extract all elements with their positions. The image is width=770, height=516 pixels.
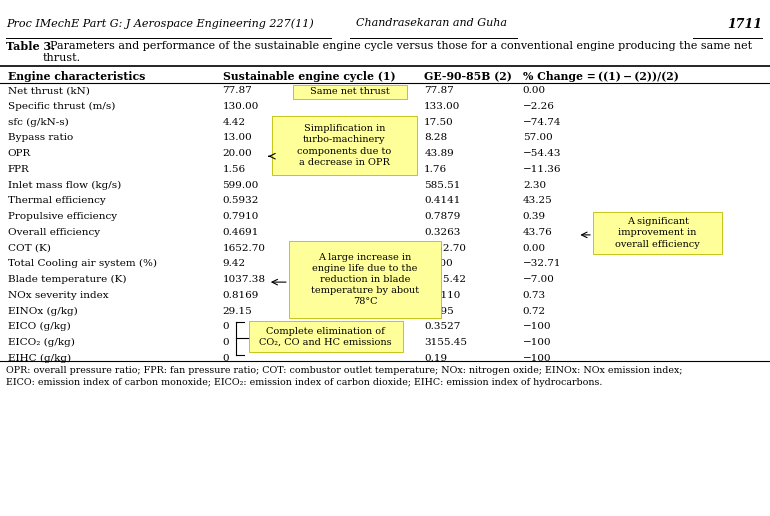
Text: 133.00: 133.00	[424, 102, 460, 111]
Text: Proc IMechE Part G: J Aerospace Engineering 227(11): Proc IMechE Part G: J Aerospace Engineer…	[6, 18, 314, 28]
Text: 0: 0	[223, 354, 229, 363]
Text: 585.51: 585.51	[424, 181, 460, 189]
Text: Sustainable engine cycle (1): Sustainable engine cycle (1)	[223, 71, 395, 82]
Text: EICO (g/kg): EICO (g/kg)	[8, 322, 70, 331]
Text: 0.7910: 0.7910	[223, 212, 259, 221]
Text: Simplification in
turbo-machinery
components due to
a decrease in OPR: Simplification in turbo-machinery compon…	[297, 124, 391, 167]
Text: GE-90-85B (2): GE-90-85B (2)	[424, 71, 512, 82]
Text: 0: 0	[223, 322, 229, 331]
Text: 43.89: 43.89	[424, 149, 454, 158]
Text: A significant
improvement in
overall efficiency: A significant improvement in overall eff…	[615, 217, 700, 249]
Text: 0.00: 0.00	[523, 244, 546, 252]
Text: Specific thrust (m/s): Specific thrust (m/s)	[8, 102, 115, 111]
Text: COT (K): COT (K)	[8, 244, 51, 252]
Text: 1115.42: 1115.42	[424, 275, 467, 284]
Text: 2.30: 2.30	[523, 181, 546, 189]
Text: −100: −100	[523, 322, 551, 331]
Text: −100: −100	[523, 338, 551, 347]
Text: 77.87: 77.87	[424, 86, 454, 95]
Text: −7.00: −7.00	[523, 275, 554, 284]
Text: 1652.70: 1652.70	[223, 244, 266, 252]
Text: 28.95: 28.95	[424, 307, 454, 315]
Text: FPR: FPR	[8, 165, 29, 174]
Text: 0.4691: 0.4691	[223, 228, 259, 237]
FancyBboxPatch shape	[593, 213, 722, 254]
Text: Chandrasekaran and Guha: Chandrasekaran and Guha	[356, 18, 507, 28]
Text: 0.7879: 0.7879	[424, 212, 460, 221]
Text: OPR: OPR	[8, 149, 31, 158]
Text: 0.4141: 0.4141	[424, 197, 460, 205]
Text: NOx severity index: NOx severity index	[8, 291, 109, 300]
FancyBboxPatch shape	[249, 321, 403, 352]
Text: −54.43: −54.43	[523, 149, 561, 158]
Text: 43.25: 43.25	[523, 197, 553, 205]
Text: 0.19: 0.19	[424, 354, 447, 363]
Text: Table 3.: Table 3.	[6, 41, 55, 52]
Text: 1.56: 1.56	[223, 165, 246, 174]
Text: 9.42: 9.42	[223, 260, 246, 268]
Text: Parameters and performance of the sustainable engine cycle versus those for a co: Parameters and performance of the sustai…	[43, 41, 752, 63]
Text: 1652.70: 1652.70	[424, 244, 467, 252]
Text: 0.5932: 0.5932	[223, 197, 259, 205]
Text: −100: −100	[523, 354, 551, 363]
Text: 0.3263: 0.3263	[424, 228, 460, 237]
Text: A large increase in
engine life due to the
reduction in blade
temperature by abo: A large increase in engine life due to t…	[311, 253, 419, 307]
Text: −11.36: −11.36	[523, 165, 561, 174]
Text: EINOx (g/kg): EINOx (g/kg)	[8, 307, 78, 316]
Text: 20.00: 20.00	[223, 149, 253, 158]
Text: 43.76: 43.76	[523, 228, 553, 237]
Text: Overall efficiency: Overall efficiency	[8, 228, 100, 237]
Text: 599.00: 599.00	[223, 181, 259, 189]
Text: 130.00: 130.00	[223, 102, 259, 111]
Text: −2.26: −2.26	[523, 102, 554, 111]
Text: 0.3527: 0.3527	[424, 322, 460, 331]
Text: 1.76: 1.76	[424, 165, 447, 174]
Text: EIHC (g/kg): EIHC (g/kg)	[8, 354, 71, 363]
Text: 1711: 1711	[728, 18, 762, 31]
Text: EICO₂ (g/kg): EICO₂ (g/kg)	[8, 338, 75, 347]
FancyBboxPatch shape	[289, 241, 441, 318]
Text: 0.8169: 0.8169	[223, 291, 259, 300]
Text: 0: 0	[223, 338, 229, 347]
Text: Inlet mass flow (kg/s): Inlet mass flow (kg/s)	[8, 181, 121, 190]
Text: 17.50: 17.50	[424, 118, 454, 126]
Text: 1037.38: 1037.38	[223, 275, 266, 284]
Text: 0.8110: 0.8110	[424, 291, 460, 300]
Text: Bypass ratio: Bypass ratio	[8, 134, 73, 142]
FancyBboxPatch shape	[272, 116, 417, 175]
Text: 0.39: 0.39	[523, 212, 546, 221]
Text: Total Cooling air system (%): Total Cooling air system (%)	[8, 260, 157, 268]
Text: 3155.45: 3155.45	[424, 338, 467, 347]
Text: −74.74: −74.74	[523, 118, 561, 126]
Text: Same net thrust: Same net thrust	[310, 87, 390, 96]
Text: 13.00: 13.00	[223, 134, 253, 142]
FancyBboxPatch shape	[293, 85, 407, 99]
Text: 14.00: 14.00	[424, 260, 454, 268]
Text: Net thrust (kN): Net thrust (kN)	[8, 86, 89, 95]
Text: 0.00: 0.00	[523, 86, 546, 95]
Text: % Change = ((1) − (2))/(2): % Change = ((1) − (2))/(2)	[523, 71, 678, 82]
Text: Propulsive efficiency: Propulsive efficiency	[8, 212, 117, 221]
Text: 4.42: 4.42	[223, 118, 246, 126]
Text: Thermal efficiency: Thermal efficiency	[8, 197, 105, 205]
Text: Complete elimination of
CO₂, CO and HC emissions: Complete elimination of CO₂, CO and HC e…	[259, 327, 392, 347]
Text: 0.73: 0.73	[523, 291, 546, 300]
Text: Blade temperature (K): Blade temperature (K)	[8, 275, 126, 284]
Text: 77.87: 77.87	[223, 86, 253, 95]
Text: OPR: overall pressure ratio; FPR: fan pressure ratio; COT: combustor outlet temp: OPR: overall pressure ratio; FPR: fan pr…	[6, 366, 683, 387]
Text: Engine characteristics: Engine characteristics	[8, 71, 145, 82]
Text: 57.00: 57.00	[523, 134, 553, 142]
Text: sfc (g/kN-s): sfc (g/kN-s)	[8, 118, 69, 127]
Text: 29.15: 29.15	[223, 307, 253, 315]
Text: 8.28: 8.28	[424, 134, 447, 142]
Text: −32.71: −32.71	[523, 260, 561, 268]
Text: 0.72: 0.72	[523, 307, 546, 315]
